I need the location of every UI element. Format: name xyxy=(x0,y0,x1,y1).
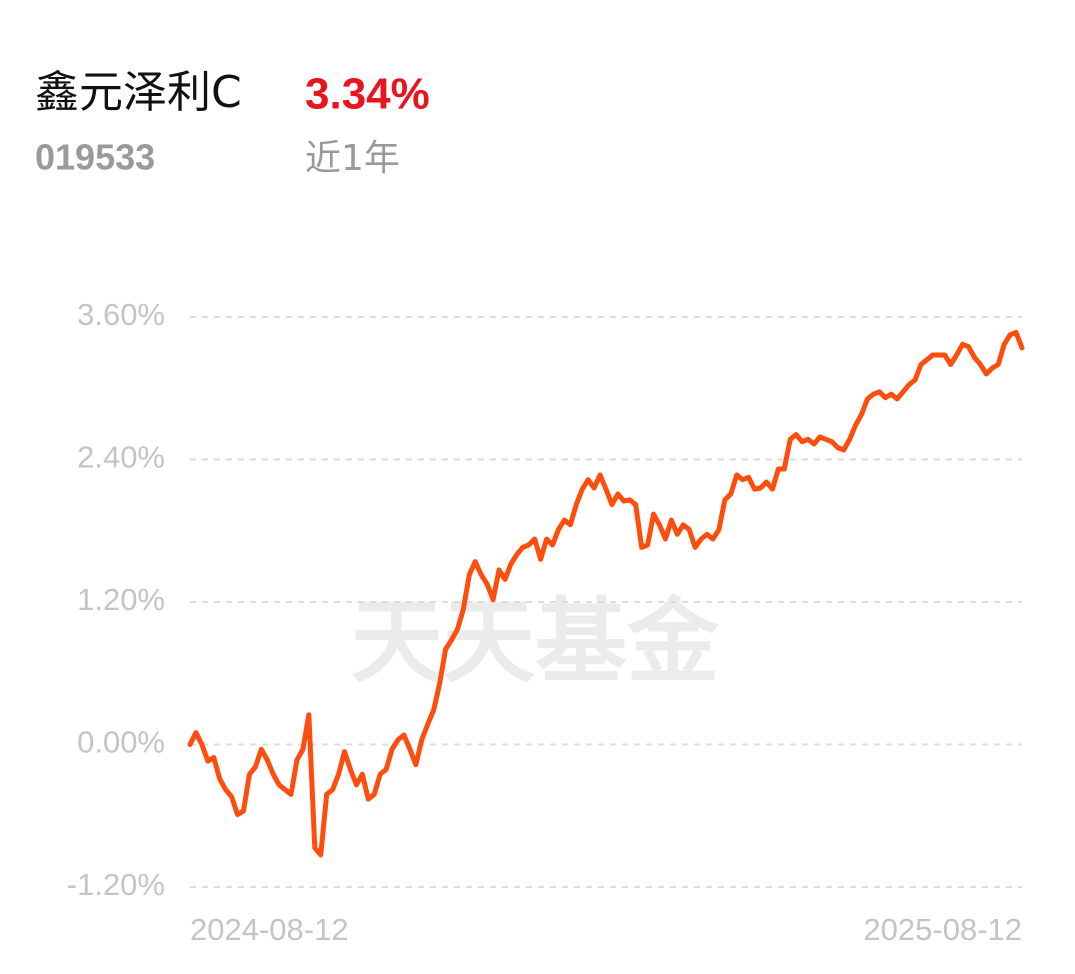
x-tick-label: 2024-08-12 xyxy=(190,912,349,947)
period: 近1年 xyxy=(305,138,400,179)
return-value: 3.34% xyxy=(305,70,430,119)
watermark: 天天基金 xyxy=(351,588,720,696)
y-tick-label: 3.60% xyxy=(77,297,165,332)
y-tick-label: 0.00% xyxy=(77,725,165,760)
y-tick-label: -1.20% xyxy=(67,867,165,902)
x-tick-label: 2025-08-12 xyxy=(863,912,1022,947)
y-tick-label: 1.20% xyxy=(77,582,165,617)
line-series xyxy=(187,329,1025,858)
fund-name: 鑫元泽利C xyxy=(35,67,242,118)
y-tick-label: 2.40% xyxy=(77,440,165,475)
fund-code: 019533 xyxy=(35,137,155,178)
